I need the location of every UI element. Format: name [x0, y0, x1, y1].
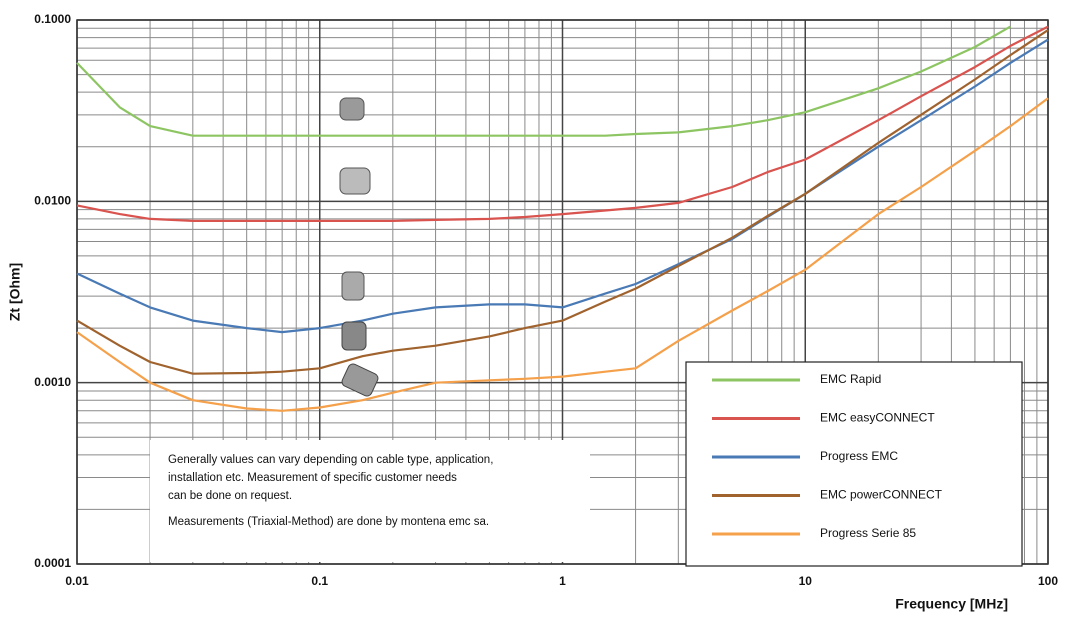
icon	[342, 322, 366, 350]
series-line	[77, 27, 1010, 136]
y-tick-label: 0.0010	[34, 375, 71, 389]
x-tick-label: 100	[1038, 574, 1058, 588]
y-tick-label: 0.1000	[34, 12, 71, 26]
icon	[340, 168, 370, 194]
chart: Zt [Ohm] Frequency [MHz] 0.01 0.1 1 10 100 0.…	[0, 0, 1072, 619]
x-axis-label: Frequency [MHz]	[895, 596, 1008, 612]
annotation: can be done on request.	[168, 490, 292, 502]
annotation: Generally values can vary depending on c…	[168, 454, 493, 466]
legend-label: EMC powerCONNECT	[820, 488, 943, 502]
icon	[340, 98, 364, 120]
legend-label: Progress Serie 85	[820, 526, 916, 540]
legend-label: EMC easyCONNECT	[820, 411, 935, 425]
icon	[340, 362, 379, 397]
x-tick-label: 1	[559, 574, 566, 588]
legend-label: Progress EMC	[820, 449, 898, 463]
legend-label: EMC Rapid	[820, 372, 881, 386]
x-tick-label: 0.1	[311, 574, 328, 588]
page: Zt [Ohm] Frequency [MHz] 0.01 0.1 1 10 100 0.…	[0, 0, 1072, 619]
icon	[342, 272, 364, 300]
annotation: Measurements (Triaxial-Method) are done …	[168, 516, 489, 528]
x-tick-label: 0.01	[65, 574, 89, 588]
y-axis-label: Zt [Ohm]	[7, 263, 23, 321]
y-tick-label: 0.0100	[34, 194, 71, 208]
y-tick-label: 0.0001	[34, 556, 71, 570]
x-tick-label: 10	[799, 574, 813, 588]
product-icons	[340, 98, 380, 398]
annotation: installation etc. Measurement of specifi…	[168, 472, 457, 484]
